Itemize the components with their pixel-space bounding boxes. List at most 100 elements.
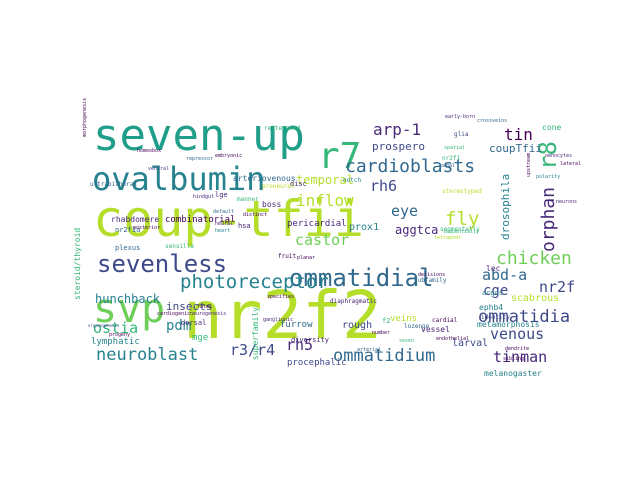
word-ganglionic: ganglionic xyxy=(263,317,293,323)
word-hsa: hsa xyxy=(238,222,251,230)
word-cge: cge xyxy=(483,283,508,299)
word-homeobox: homeobox xyxy=(137,148,161,154)
word-notch: notch xyxy=(343,177,361,184)
word-neuroblast: neuroblast xyxy=(96,345,198,365)
word-couptfii: coupTfii xyxy=(489,142,542,155)
word-organogenesis: organogenesis xyxy=(88,323,120,328)
word-dendrite: dendrite xyxy=(505,346,529,352)
word-planar: planar xyxy=(297,255,315,261)
word-ommatidial: ommatidial xyxy=(289,264,434,292)
word-sibling: sibling xyxy=(503,356,524,362)
word-number: number xyxy=(372,330,390,336)
word-seven-up: seven-up xyxy=(93,110,305,161)
word-fruit: fruit xyxy=(278,253,296,260)
word-abd-a: abd-a xyxy=(482,266,527,284)
word-decisions: decisions xyxy=(418,272,445,278)
word-rhabdomere: rhabdomere xyxy=(111,215,159,224)
word-castor: castor xyxy=(295,231,349,249)
word-progeny: progeny xyxy=(109,332,130,338)
word-lymphatic: lymphatic xyxy=(91,337,140,347)
word-aggtca: aggtca xyxy=(395,223,438,237)
word-orphan: orphan xyxy=(538,187,559,252)
word-morphogenesis: morphogenesis xyxy=(82,98,88,137)
word-venous: venous xyxy=(490,325,544,343)
word-prox1: prox1 xyxy=(349,222,379,233)
word-lozenge: lozenge xyxy=(404,323,430,330)
word-rh5: rh5 xyxy=(286,336,313,354)
word-ventral: ventral xyxy=(148,166,169,172)
word-ephb4: ephb4 xyxy=(479,303,503,312)
word-insects: insects xyxy=(166,300,212,313)
word-oenocytes: oenocytes xyxy=(545,153,572,159)
word-reiterated: reiterated xyxy=(264,125,301,132)
word-nr2f1: nr2f1 xyxy=(442,155,460,162)
word-dorsal: dorsal xyxy=(181,319,206,327)
word-metamorphosis: metamorphosis xyxy=(477,320,540,329)
word-disc: disc xyxy=(290,180,307,188)
word-glia: glia xyxy=(454,131,469,138)
word-polarity: polarity xyxy=(536,174,560,180)
word-fates: fates xyxy=(197,304,212,310)
word-ostia: ostia xyxy=(93,319,138,337)
word-ommatidia: ommatidia xyxy=(478,307,570,327)
word-vessel: vessel xyxy=(421,325,450,334)
word-nr2f2: nr2f2 xyxy=(183,277,382,354)
word-inflow: inflow xyxy=(296,191,354,210)
word-subfamily: subfamily xyxy=(414,277,447,284)
word-neural: neural xyxy=(215,221,233,227)
word-r7: r7 xyxy=(318,136,361,177)
word-proneural: proneural xyxy=(262,183,295,190)
word-scabrous: scabrous xyxy=(511,293,559,304)
word-melanogaster: melanogaster xyxy=(484,369,542,378)
word-embryonic: embryonic xyxy=(215,153,242,159)
word-arteriovenous: arteriovenous xyxy=(233,174,296,183)
word-ultrabithorax: ultrabithorax xyxy=(90,181,137,188)
word-spatial: spatial xyxy=(444,145,465,151)
word-heart: heart xyxy=(215,228,230,234)
word-argos: argos xyxy=(482,289,503,297)
word-eye: eye xyxy=(391,202,418,220)
word-r8: r8 xyxy=(534,141,562,170)
word-fly: fly xyxy=(445,208,479,230)
word-photoreceptor: photoreceptor xyxy=(180,271,329,293)
word-prospero: prospero xyxy=(372,140,425,153)
word-arterial: arterial xyxy=(357,347,381,353)
word-ovalbumin: ovalbumin xyxy=(92,160,265,198)
word-veins: veins xyxy=(390,314,417,324)
word-upstream: upstream xyxy=(526,153,532,177)
cloud-background xyxy=(80,118,576,368)
word-cardioblasts: cardioblasts xyxy=(345,156,475,177)
word-neurogenesis: neurogenesis xyxy=(190,311,226,317)
word-posterior: posterior xyxy=(133,225,160,231)
word-chicken: chicken xyxy=(496,248,572,269)
word-plexus: plexus xyxy=(115,244,140,252)
word-distinct: distinct xyxy=(243,212,267,218)
word-specifies: specifies xyxy=(267,294,294,300)
word-tin: tin xyxy=(504,125,533,144)
word-diversity: diversity xyxy=(291,336,329,344)
word-rh6: rh6 xyxy=(370,177,397,195)
word-procephalic: procephalic xyxy=(287,358,347,368)
word-r3-r4: r3/r4 xyxy=(230,341,275,359)
word-boss: boss xyxy=(262,200,281,209)
word-segmentally: segmentally xyxy=(440,226,480,233)
word-ommatidium: ommatidium xyxy=(333,346,435,366)
word-hindgut: hindgut xyxy=(193,194,214,200)
word-arp-1: arp-1 xyxy=(373,120,421,139)
word-furrow: furrow xyxy=(280,320,313,330)
word-nr2f1a: nr2f1a xyxy=(115,226,140,234)
word-early-born: early-born xyxy=(445,114,475,120)
word-identity: identity xyxy=(481,314,510,321)
word-manner: manner xyxy=(237,196,259,203)
word-crossveins: crossveins xyxy=(477,118,507,124)
word-hunchback: hunchback xyxy=(95,292,161,306)
word-larval: larval xyxy=(452,338,488,349)
word-repressor: repressor xyxy=(186,156,213,162)
word-cone: cone xyxy=(542,123,561,132)
word-temporal: temporal xyxy=(296,173,354,187)
word-tetrapods: tetrapods xyxy=(434,235,461,241)
word-svp: svp xyxy=(93,286,165,332)
word-lateral: lateral xyxy=(560,161,581,167)
word-mge: mge xyxy=(192,333,208,343)
